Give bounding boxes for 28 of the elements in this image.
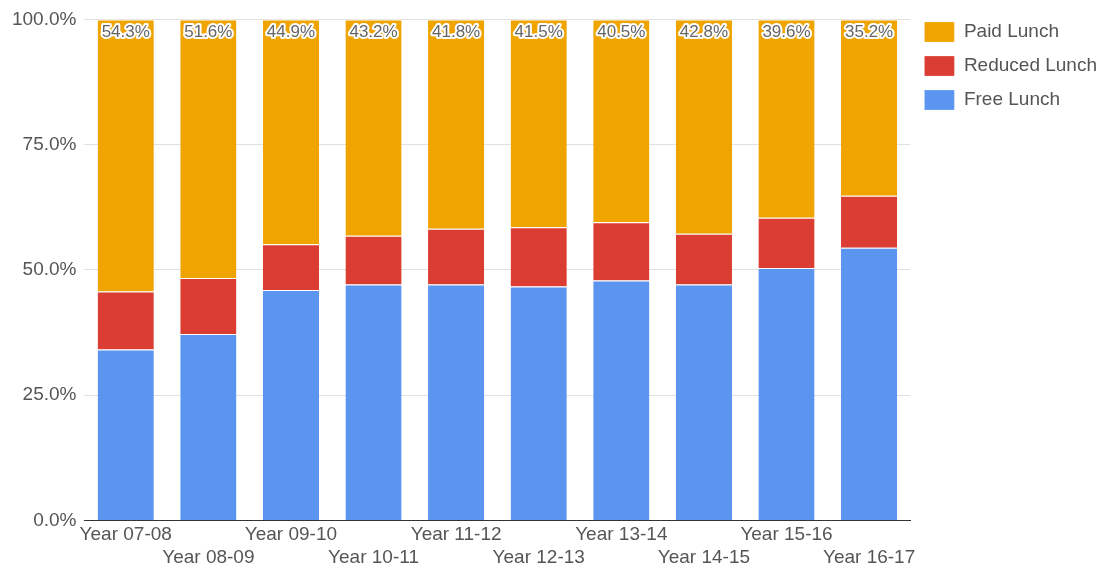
y-tick-label: 75.0% [22,132,77,154]
data-label: 35.2% [845,21,894,41]
x-tick-label: Year 09-10 [244,523,338,545]
x-tick-label: Year 16-17 [822,545,916,567]
data-label: 44.9% [266,21,316,41]
y-tick-label: 50.0% [22,258,77,280]
x-tick-label: Year 10-11 [328,545,419,567]
x-tick-label: Year 14-15 [657,545,751,567]
data-label: 43.2% [349,21,398,41]
x-tick-label: Year 11-12 [410,523,502,545]
data-label: 41.5% [514,21,563,41]
legend-label: Free Lunch [963,88,1061,110]
y-tick-label: 0.0% [33,508,77,530]
y-tick-label: 25.0% [22,383,77,405]
data-label: 41.8% [432,21,481,41]
legend-label: Reduced Lunch [963,54,1098,76]
x-tick-label: Year 08-09 [162,545,255,567]
data-label: 39.6% [762,21,811,41]
data-label: 54.3% [101,21,150,41]
data-label: 51.6% [184,21,233,41]
x-tick-label: Year 13-14 [575,523,668,545]
data-label: 40.5% [597,21,646,41]
y-tick-label: 100.0% [11,7,77,29]
data-label: 42.8% [679,21,729,41]
x-tick-label: Year 15-16 [740,523,833,545]
legend-label: Paid Lunch [963,20,1059,42]
x-tick-label: Year 12-13 [492,545,585,567]
x-tick-label: Year 07-08 [79,523,172,545]
